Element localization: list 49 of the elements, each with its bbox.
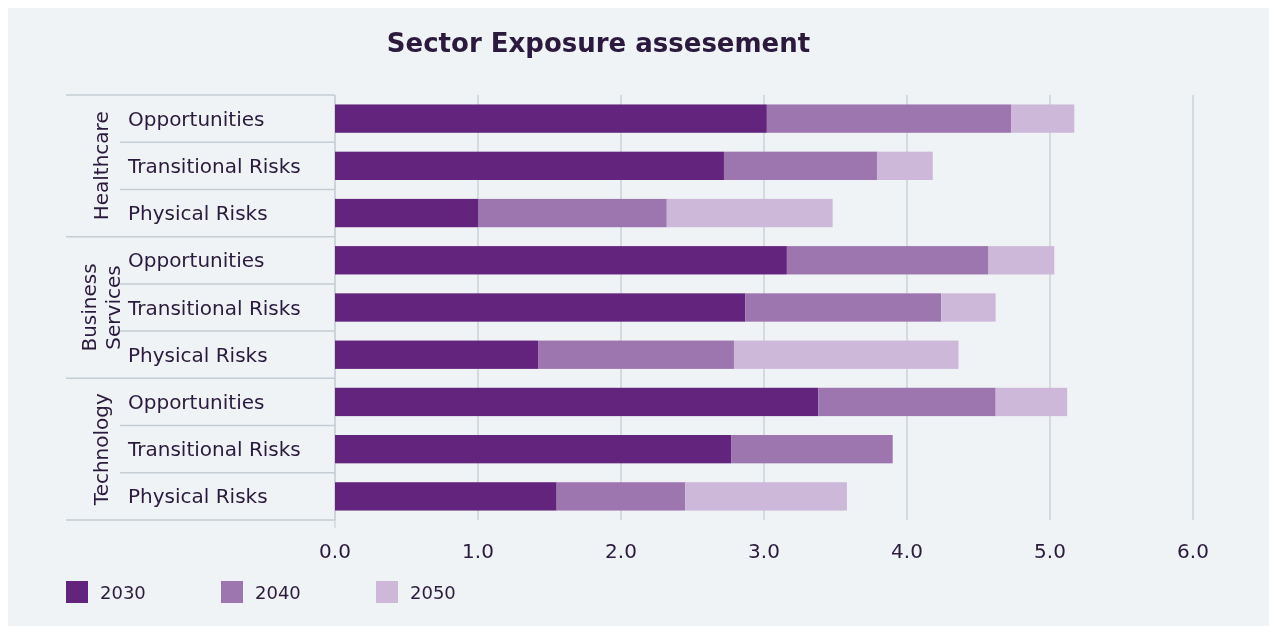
x-tick-label: 0.0 <box>319 539 351 563</box>
bar <box>478 198 667 228</box>
bar <box>876 151 933 180</box>
bar <box>941 293 996 322</box>
bar <box>335 293 746 322</box>
bar <box>786 246 989 275</box>
legend-label: 2030 <box>100 582 146 603</box>
x-tick-label: 4.0 <box>891 539 923 563</box>
bar <box>818 387 996 417</box>
x-tick-label: 6.0 <box>1177 539 1209 563</box>
x-tick-label: 1.0 <box>462 539 494 563</box>
x-tick-label: 5.0 <box>1034 539 1066 563</box>
bar <box>666 198 833 228</box>
bar <box>685 482 847 511</box>
x-tick-label: 3.0 <box>748 539 780 563</box>
chart-title: Sector Exposure assesement <box>386 28 811 58</box>
bar <box>988 246 1055 275</box>
bar <box>723 151 877 180</box>
y-tick-label: Transitional Risks <box>127 295 301 320</box>
bar <box>1011 104 1075 133</box>
bar <box>335 246 787 275</box>
bar <box>731 435 893 464</box>
legend-label: 2040 <box>255 582 301 603</box>
text: Technology <box>89 392 113 507</box>
bar <box>995 387 1068 417</box>
y-tick-label: Opportunities <box>128 248 265 273</box>
bar <box>733 340 959 369</box>
bar <box>335 198 478 228</box>
bar <box>335 104 767 133</box>
bar <box>335 151 724 180</box>
text: Healthcare <box>89 111 113 221</box>
y-tick-label: Opportunities <box>128 389 265 414</box>
y-tick-label: Transitional Risks <box>127 437 301 462</box>
y-tick-label: Physical Risks <box>128 342 268 367</box>
text: Business Services <box>77 263 125 352</box>
y-tick-label: Transitional Risks <box>127 153 301 178</box>
bar <box>538 340 734 369</box>
bar <box>335 340 539 369</box>
x-tick-label: 2.0 <box>605 539 637 563</box>
bar <box>556 482 686 511</box>
bar <box>766 104 1012 133</box>
legend-label: 2050 <box>410 582 456 603</box>
y-tick-label: Opportunities <box>128 106 265 131</box>
bar <box>745 293 942 322</box>
y-tick-label: Physical Risks <box>128 201 268 226</box>
bar <box>335 482 557 511</box>
bar <box>335 435 732 464</box>
y-tick-label: Physical Risks <box>128 484 268 509</box>
bar <box>335 387 819 417</box>
